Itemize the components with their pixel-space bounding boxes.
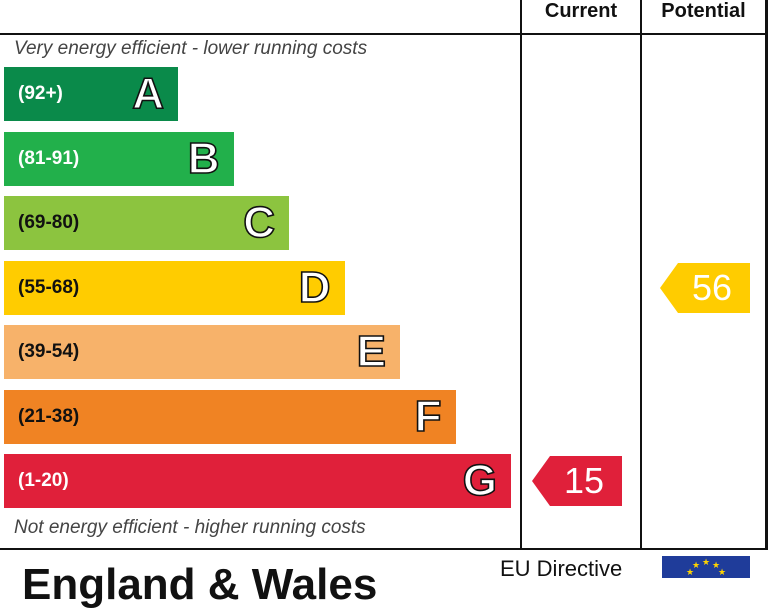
- eu-star-icon: ★: [702, 557, 711, 567]
- potential-column-left-border: [640, 0, 642, 550]
- band-letter: C: [242, 197, 275, 248]
- band-b: (81-91) B: [4, 131, 234, 186]
- eu-star-icon: ★: [712, 560, 721, 570]
- current-column-left-border: [520, 0, 522, 550]
- current-column-header: Current: [544, 0, 618, 22]
- band-range-label: (92+): [18, 83, 63, 104]
- eu-flag-icon: ★ ★ ★ ★ ★: [662, 556, 750, 578]
- footer-divider: [0, 548, 768, 550]
- band-a: (92+) A: [4, 67, 178, 121]
- band-e: (39-54) E: [4, 325, 400, 379]
- potential-column-header: Potential: [661, 0, 746, 22]
- band-range-label: (39-54): [18, 341, 80, 362]
- band-letter: D: [298, 262, 331, 313]
- band-range-label: (55-68): [18, 276, 80, 298]
- eu-directive-label: EU Directive: [500, 556, 623, 581]
- current-arrow-shape: [532, 456, 622, 506]
- band-range-label: (21-38): [18, 405, 80, 427]
- band-letter: E: [356, 326, 387, 377]
- eu-star-icon: ★: [692, 560, 701, 570]
- potential-rating-arrow: 56: [660, 262, 750, 313]
- region-title: England & Wales: [22, 560, 378, 609]
- current-rating-arrow: 15: [532, 456, 622, 506]
- potential-rating-value: 56: [691, 266, 733, 308]
- right-border: [765, 0, 768, 550]
- band-letter: G: [462, 455, 498, 506]
- header-divider: [0, 33, 768, 35]
- eu-star-icon: ★: [686, 567, 695, 577]
- current-rating-value: 15: [563, 460, 605, 501]
- bottom-caption: Not energy efficient - higher running co…: [14, 517, 366, 538]
- band-range-label: (81-91): [18, 147, 80, 169]
- top-caption: Very energy efficient - lower running co…: [14, 38, 368, 59]
- eu-star-icon: ★: [718, 567, 727, 577]
- band-c: (69-80) C: [4, 196, 289, 250]
- band-range-label: (1-20): [18, 470, 69, 491]
- band-d: (55-68) D: [4, 260, 345, 315]
- band-f: (21-38) F: [4, 389, 456, 444]
- band-range-label: (69-80): [18, 212, 80, 233]
- band-g: (1-20) G: [4, 454, 511, 508]
- potential-arrow-shape: [660, 262, 750, 313]
- band-letter: A: [131, 68, 164, 119]
- band-letter: B: [187, 133, 220, 184]
- band-letter: F: [414, 391, 442, 442]
